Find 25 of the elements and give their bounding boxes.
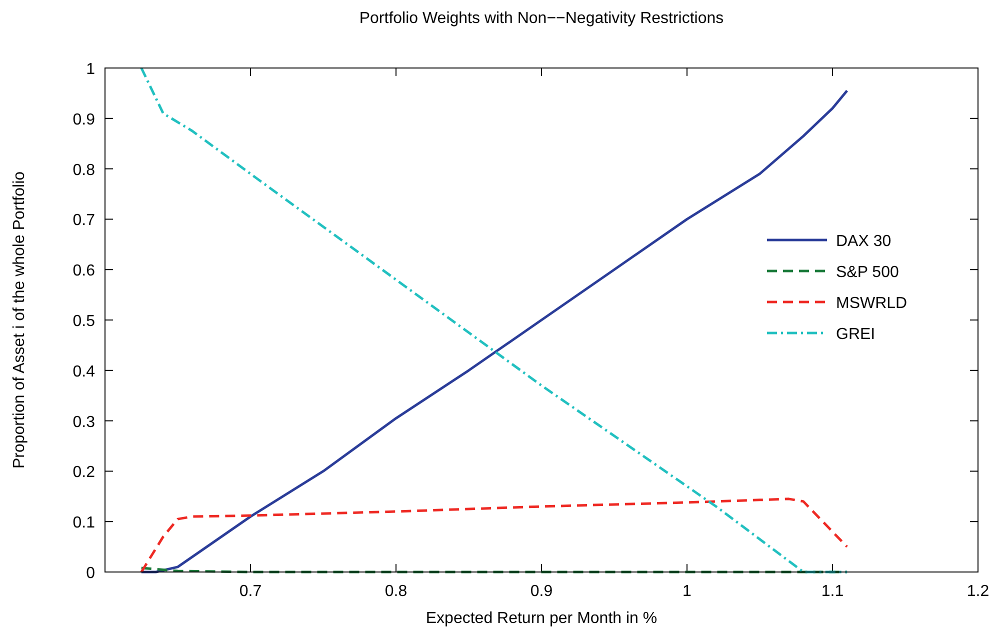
y-tick-label: 0.1 [72, 514, 96, 532]
y-tick-label: 0.7 [72, 212, 96, 230]
legend-label: GREI [836, 326, 876, 343]
y-tick-label: 0.3 [72, 414, 96, 431]
y-tick-label: 0.8 [72, 162, 96, 179]
line-series [140, 498, 848, 574]
y-tick-label: 0.2 [72, 464, 96, 482]
y-tick-label: 0.6 [72, 262, 96, 280]
x-tick-label: 0.9 [530, 583, 553, 600]
y-tick-label: 0 [86, 565, 96, 582]
y-tick-label: 0.4 [72, 363, 96, 380]
legend-label: MSWRLD [836, 295, 908, 312]
y-tick-label: 1 [86, 61, 96, 78]
legend-label: DAX 30 [836, 233, 892, 250]
y-tick-label: 0.9 [72, 111, 96, 128]
x-tick-label: 0.8 [384, 583, 408, 600]
legend-label: S&P 500 [836, 264, 899, 281]
x-axis-title: Expected Return per Month in % [426, 610, 658, 627]
chart-title: Portfolio Weights with Non−−Negativity Restrictions [359, 10, 724, 27]
y-tick-label: 0.5 [72, 313, 96, 330]
x-tick-label: 1.1 [821, 583, 844, 600]
x-tick-label: 1.2 [966, 583, 990, 600]
x-tick-label: 1 [682, 583, 692, 600]
x-tick-label: 0.7 [239, 583, 262, 600]
y-axis-title: Proportion of Asset i of the whole Portfolio [11, 171, 28, 469]
